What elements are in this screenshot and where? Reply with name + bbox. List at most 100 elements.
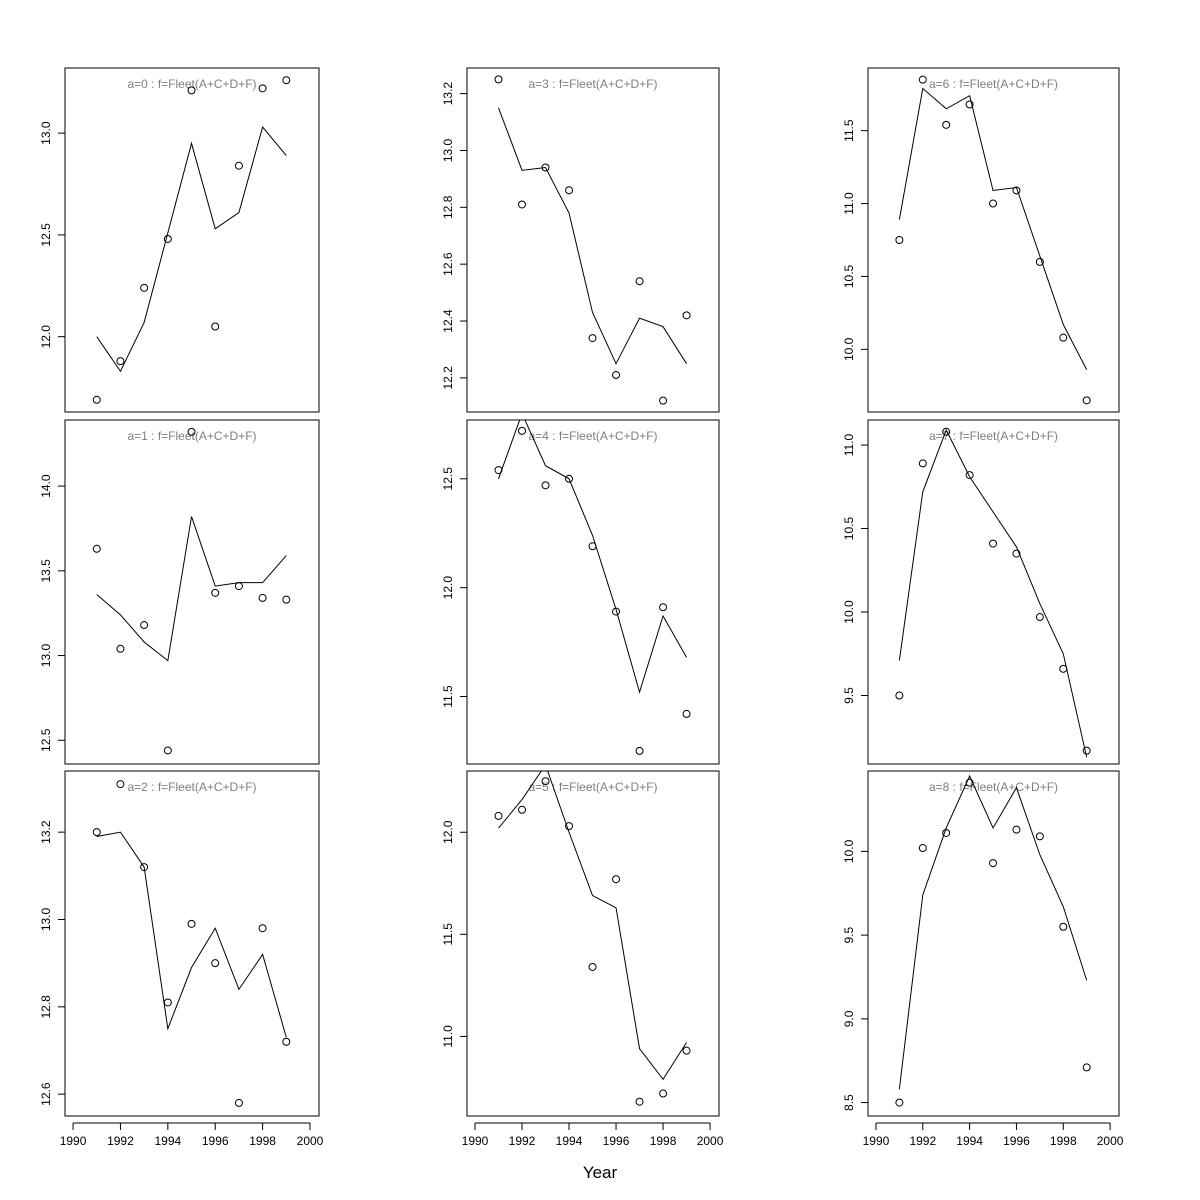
data-point: [989, 859, 998, 868]
data-point: [989, 199, 998, 208]
fitted-line: [898, 87, 1088, 370]
panel-4: a=4 : f=Fleet(A+C+D+F) 11.5 12.0 12.5: [441, 419, 720, 765]
panel-frame: [64, 419, 320, 765]
data-point: [494, 811, 503, 820]
y-tick-label: 12.5: [39, 728, 53, 752]
y-tick-label: 10.0: [842, 337, 856, 361]
x-tick-label: 1990: [462, 1134, 489, 1148]
data-point: [282, 76, 291, 85]
x-tick-label: 1990: [863, 1134, 890, 1148]
data-point: [1082, 396, 1091, 405]
data-point: [682, 311, 691, 320]
data-point: [918, 459, 927, 468]
data-point: [541, 481, 550, 490]
panel-0: a=0 : f=Fleet(A+C+D+F) 12.0 12.5 13.0: [39, 67, 320, 413]
data-point: [918, 75, 927, 84]
y-tick-label: 13.0: [39, 121, 53, 145]
data-point: [518, 426, 527, 435]
y-tick-label: 12.5: [39, 223, 53, 247]
data-point: [211, 959, 220, 968]
x-tick-label: 1992: [107, 1134, 134, 1148]
y-tick-label: 12.6: [441, 252, 455, 276]
y-tick-label: 12.6: [39, 1082, 53, 1106]
data-point: [92, 395, 101, 404]
data-point: [588, 962, 597, 971]
panel-title: a=1 : f=Fleet(A+C+D+F): [127, 429, 256, 443]
data-point: [659, 396, 668, 405]
panel-title: a=2 : f=Fleet(A+C+D+F): [127, 780, 256, 794]
x-tick-label: 1994: [956, 1134, 983, 1148]
y-tick-label: 13.0: [39, 644, 53, 668]
y-tick-label: 11.5: [441, 923, 455, 946]
data-point: [282, 595, 291, 604]
y-tick-label: 9.5: [842, 687, 856, 704]
y-tick-label: 10.0: [842, 839, 856, 863]
data-point: [895, 691, 904, 700]
data-point: [1059, 664, 1068, 673]
y-tick-label: 13.2: [441, 82, 455, 106]
x-tick-label: 2000: [697, 1134, 724, 1148]
fitted-line: [498, 771, 687, 1081]
data-point: [282, 1037, 291, 1046]
data-point: [659, 603, 668, 612]
panel-title: a=0 : f=Fleet(A+C+D+F): [127, 77, 256, 91]
fitted-line: [898, 428, 1088, 758]
panel-frame: [867, 419, 1120, 765]
data-point: [565, 474, 574, 483]
fitted-line: [96, 831, 287, 1038]
y-tick-label: 13.0: [441, 138, 455, 162]
data-point: [588, 542, 597, 551]
data-point: [612, 371, 621, 380]
data-point: [116, 357, 125, 366]
x-tick-label: 1994: [556, 1134, 583, 1148]
panel-6: a=2 : f=Fleet(A+C+D+F) 12.6 12.8 13.0 13.2 19…: [39, 770, 324, 1148]
data-point: [1059, 922, 1068, 931]
data-point: [942, 828, 951, 837]
data-point: [1012, 825, 1021, 834]
y-tick-label: 11.5: [441, 685, 455, 708]
data-point: [1059, 333, 1068, 342]
y-tick-label: 11.0: [441, 1025, 455, 1048]
x-tick-label: 1990: [60, 1134, 87, 1148]
y-tick-label: 14.0: [39, 474, 53, 498]
panel-frame: [64, 770, 320, 1117]
data-point: [635, 277, 644, 286]
data-point: [612, 875, 621, 884]
x-tick-label: 1992: [909, 1134, 936, 1148]
data-point: [211, 322, 220, 331]
panel-1: a=3 : f=Fleet(A+C+D+F) 12.2 12.4 12.6 12.8 13…: [441, 67, 720, 413]
data-point: [140, 283, 149, 292]
panel-frame: [466, 770, 720, 1117]
y-tick-label: 12.0: [441, 820, 455, 844]
y-tick-label: 9.5: [842, 926, 856, 943]
data-point: [258, 924, 267, 933]
data-point: [163, 998, 172, 1007]
data-point: [187, 86, 196, 95]
panel-title: a=8 : f=Fleet(A+C+D+F): [929, 780, 1058, 794]
y-tick-label: 11.0: [842, 433, 856, 456]
x-tick-label: 1996: [202, 1134, 229, 1148]
data-point: [682, 1046, 691, 1055]
y-tick-label: 12.0: [39, 325, 53, 349]
data-point: [494, 466, 503, 475]
y-tick-label: 12.2: [441, 366, 455, 390]
y-tick-label: 12.8: [441, 195, 455, 219]
data-point: [163, 234, 172, 243]
y-tick-label: 10.0: [842, 600, 856, 624]
y-tick-label: 13.5: [39, 559, 53, 583]
data-point: [659, 1089, 668, 1098]
data-point: [895, 236, 904, 244]
panel-3: a=1 : f=Fleet(A+C+D+F) 12.5 13.0 13.5 14.0: [39, 419, 320, 765]
fitted-line: [96, 125, 287, 373]
data-point: [163, 746, 172, 755]
y-tick-label: 11.0: [842, 192, 856, 215]
data-point: [1012, 186, 1021, 195]
data-point: [518, 805, 527, 814]
data-point: [565, 186, 574, 195]
y-tick-label: 12.0: [441, 576, 455, 600]
data-point: [140, 621, 149, 630]
fitted-line: [498, 420, 687, 694]
data-point: [1012, 549, 1021, 558]
data-point: [612, 607, 621, 616]
